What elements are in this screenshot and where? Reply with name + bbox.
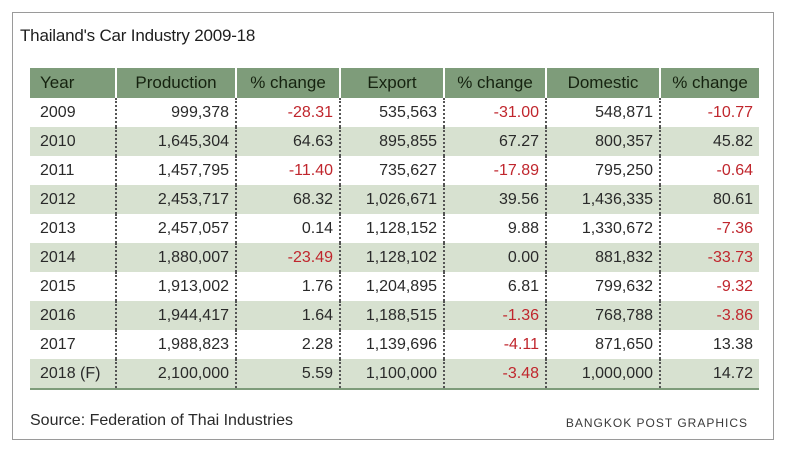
value-cell: 1,880,007 bbox=[115, 243, 236, 272]
table-row: 2011 1,457,795 -11.40 735,627 -17.89 795,250-… bbox=[30, 156, 759, 185]
value-cell: 1,988,823 bbox=[115, 330, 236, 359]
year-cell: 2014 bbox=[30, 243, 116, 272]
value-cell: 895,855 bbox=[339, 127, 444, 156]
column-header: Export bbox=[339, 68, 444, 98]
value-cell: -33.73 bbox=[659, 243, 759, 272]
value-cell: -7.36 bbox=[659, 214, 759, 243]
year-cell: 2010 bbox=[30, 127, 116, 156]
value-cell: 1,436,335 bbox=[545, 185, 660, 214]
value-cell: -1.36 bbox=[443, 301, 546, 330]
value-cell: -9.32 bbox=[659, 272, 759, 301]
year-cell: 2018 (F) bbox=[30, 359, 116, 390]
value-cell: 67.27 bbox=[443, 127, 546, 156]
value-cell: 800,357 bbox=[545, 127, 660, 156]
value-cell: 1,330,672 bbox=[545, 214, 660, 243]
value-cell: 799,632 bbox=[545, 272, 660, 301]
value-cell: 1,944,417 bbox=[115, 301, 236, 330]
column-header: % change bbox=[235, 68, 340, 98]
value-cell: 2,457,057 bbox=[115, 214, 236, 243]
value-cell: 1,128,102 bbox=[339, 243, 444, 272]
value-cell: 1,000,000 bbox=[545, 359, 660, 390]
column-header: Production bbox=[115, 68, 236, 98]
value-cell: -11.40 bbox=[235, 156, 340, 185]
year-cell: 2015 bbox=[40, 277, 76, 295]
value-cell: -31.00 bbox=[443, 98, 546, 127]
value-cell: 1,204,895 bbox=[339, 272, 444, 301]
value-cell: 2,100,000 bbox=[115, 359, 236, 390]
value-cell: 2.28 bbox=[235, 330, 340, 359]
table-row: 2013 2,457,057 0.14 1,128,152 9.88 1,330,672-… bbox=[30, 214, 759, 243]
value-cell: 1,139,696 bbox=[339, 330, 444, 359]
value-cell: 1,188,515 bbox=[339, 301, 444, 330]
source-note: Source: Federation of Thai Industries bbox=[30, 412, 293, 429]
value-cell: 6.81 bbox=[443, 272, 546, 301]
column-header: % change bbox=[659, 68, 759, 98]
value-cell: 1.64 bbox=[235, 301, 340, 330]
column-header: Domestic bbox=[545, 68, 660, 98]
table-row: 2012 2,453,717 68.32 1,026,671 39.56 1,436,33… bbox=[30, 185, 759, 214]
year-cell: 2012 bbox=[30, 185, 116, 214]
table-row: 2017 1,988,823 2.28 1,139,696 -4.11 871,650 13… bbox=[30, 330, 759, 359]
value-cell: 0.14 bbox=[235, 214, 340, 243]
data-table: Year Production% change Export% change Dome… bbox=[30, 68, 759, 390]
value-cell: 535,563 bbox=[339, 98, 444, 127]
value-cell: 0.00 bbox=[443, 243, 546, 272]
table-row: 2016 1,944,417 1.64 1,188,515 -1.36 768,788 -3… bbox=[30, 301, 759, 330]
value-cell: 9.88 bbox=[443, 214, 546, 243]
table-row: 2018 (F) 2,100,000 5.59 1,100,000 -3.48 1,000… bbox=[30, 359, 759, 390]
value-cell: 999,378 bbox=[115, 98, 236, 127]
value-cell: 768,788 bbox=[545, 301, 660, 330]
value-cell: -3.48 bbox=[443, 359, 546, 390]
value-cell: 548,871 bbox=[545, 98, 660, 127]
value-cell: 5.59 bbox=[235, 359, 340, 390]
value-cell: -17.89 bbox=[443, 156, 546, 185]
value-cell: 2,453,717 bbox=[115, 185, 236, 214]
value-cell: 39.56 bbox=[443, 185, 546, 214]
value-cell: 80.61 bbox=[659, 185, 759, 214]
year-cell: 2011 bbox=[40, 161, 75, 179]
value-cell: 64.63 bbox=[235, 127, 340, 156]
year-cell: 2016 bbox=[30, 301, 116, 330]
header-row: Year Production% change Export% change Dome… bbox=[30, 68, 759, 98]
value-cell: 14.72 bbox=[659, 359, 759, 390]
value-cell: 1,100,000 bbox=[339, 359, 444, 390]
year-cell: 2017 bbox=[40, 335, 76, 353]
value-cell: 68.32 bbox=[235, 185, 340, 214]
year-cell: 2009 bbox=[40, 103, 76, 121]
value-cell: 1,026,671 bbox=[339, 185, 444, 214]
value-cell: -0.64 bbox=[659, 156, 759, 185]
table-body: 2009 999,378 -28.31 535,563 -31.00 548,871 -10… bbox=[30, 98, 759, 390]
value-cell: 1,645,304 bbox=[115, 127, 236, 156]
column-header: Year bbox=[30, 68, 116, 98]
value-cell: 881,832 bbox=[545, 243, 660, 272]
value-cell: -23.49 bbox=[235, 243, 340, 272]
value-cell: -10.77 bbox=[659, 98, 759, 127]
table-row: 2014 1,880,007 -23.49 1,128,102 0.00 881,832-… bbox=[30, 243, 759, 272]
value-cell: -3.86 bbox=[659, 301, 759, 330]
column-header: % change bbox=[443, 68, 546, 98]
table-row: 2010 1,645,304 64.63 895,855 67.27 800,357 45.… bbox=[30, 127, 759, 156]
value-cell: 1,457,795 bbox=[115, 156, 236, 185]
graphics-credit: BANGKOK POST GRAPHICS bbox=[565, 416, 748, 430]
value-cell: 735,627 bbox=[339, 156, 444, 185]
value-cell: 1.76 bbox=[235, 272, 340, 301]
value-cell: -4.11 bbox=[443, 330, 546, 359]
value-cell: 1,128,152 bbox=[339, 214, 444, 243]
table-row: 2015 1,913,002 1.76 1,204,895 6.81 799,632 -9.… bbox=[30, 272, 759, 301]
value-cell: 45.82 bbox=[659, 127, 759, 156]
value-cell: -28.31 bbox=[235, 98, 340, 127]
value-cell: 13.38 bbox=[659, 330, 759, 359]
value-cell: 1,913,002 bbox=[115, 272, 236, 301]
year-cell: 2013 bbox=[40, 219, 76, 237]
value-cell: 795,250 bbox=[545, 156, 660, 185]
chart-title: Thailand's Car Industry 2009-18 bbox=[20, 26, 256, 45]
table-row: 2009 999,378 -28.31 535,563 -31.00 548,871 -10… bbox=[30, 98, 759, 127]
value-cell: 871,650 bbox=[545, 330, 660, 359]
